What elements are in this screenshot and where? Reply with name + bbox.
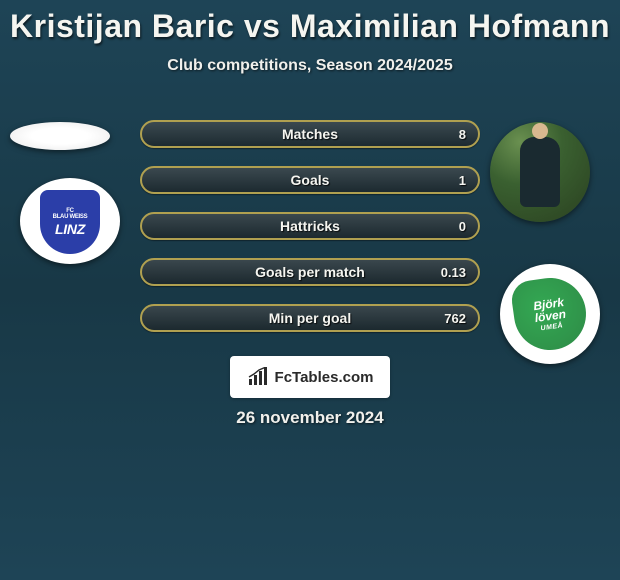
stat-val-right: 8 xyxy=(459,122,466,146)
brand-label: FcTables.com xyxy=(275,369,374,386)
stat-label: Hattricks xyxy=(142,214,478,238)
player-right-avatar xyxy=(490,122,590,222)
stat-row-gpm: Goals per match 0.13 xyxy=(140,258,480,286)
club-left-badge: FC BLAU WEISS LINZ xyxy=(20,178,120,264)
stat-row-goals: Goals 1 xyxy=(140,166,480,194)
club-left-line3: LINZ xyxy=(55,222,85,236)
bar-chart-icon xyxy=(247,367,271,387)
club-left-shield-icon: FC BLAU WEISS LINZ xyxy=(40,190,100,254)
page-subtitle: Club competitions, Season 2024/2025 xyxy=(0,57,620,75)
stat-label: Min per goal xyxy=(142,306,478,330)
player-silhouette-icon xyxy=(520,137,560,207)
stat-label: Matches xyxy=(142,122,478,146)
player-left-avatar xyxy=(10,122,110,150)
stat-val-right: 0 xyxy=(459,214,466,238)
stat-row-mpg: Min per goal 762 xyxy=(140,304,480,332)
club-left-line2: BLAU WEISS xyxy=(53,214,88,220)
brand-link[interactable]: FcTables.com xyxy=(230,356,390,398)
stat-row-matches: Matches 8 xyxy=(140,120,480,148)
club-right-shield-icon: Björk löven UMEÅ xyxy=(509,273,590,354)
stat-label: Goals xyxy=(142,168,478,192)
stat-val-right: 1 xyxy=(459,168,466,192)
footer-date: 26 november 2024 xyxy=(0,408,620,428)
stat-row-hattricks: Hattricks 0 xyxy=(140,212,480,240)
page-title: Kristijan Baric vs Maximilian Hofmann xyxy=(0,0,620,45)
stat-val-right: 0.13 xyxy=(441,260,466,284)
club-right-badge: Björk löven UMEÅ xyxy=(500,264,600,364)
stat-val-right: 762 xyxy=(444,306,466,330)
stat-label: Goals per match xyxy=(142,260,478,284)
